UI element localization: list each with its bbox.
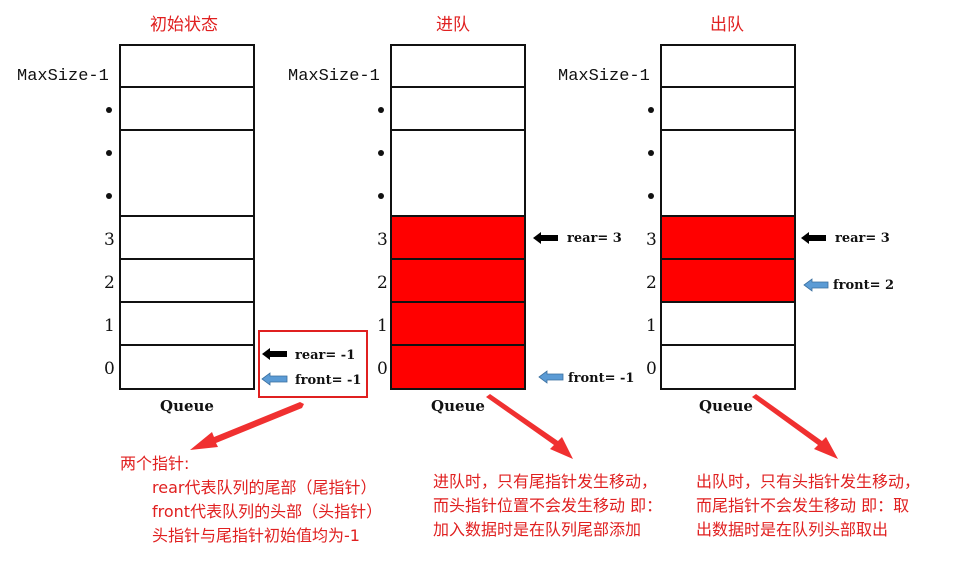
note-dequeue-line1: 出队时，只有头指针发生移动，: [696, 472, 921, 491]
note-dequeue-line2: 而尾指针不会发生移动 即：取: [696, 496, 910, 515]
ellipsis-dot: [648, 150, 654, 156]
front-arrow-icon: [261, 372, 288, 386]
rear-pointer-label: rear= -1: [295, 348, 356, 363]
front-arrow-icon: [803, 278, 829, 292]
queue-stack-dequeue: [660, 44, 796, 390]
slot-label-1: 1: [104, 316, 115, 336]
slot-1: [119, 301, 255, 346]
ellipsis-dot: [378, 150, 384, 156]
rear-arrow-icon: [801, 232, 826, 244]
slot-3: [660, 215, 796, 260]
slot-label-2: 2: [104, 273, 115, 293]
note-enqueue-line1: 进队时，只有尾指针发生移动，: [433, 472, 658, 491]
front-pointer-label: front= -1: [295, 373, 362, 388]
queue-label: Queue: [431, 397, 485, 415]
queue-stack-init: [119, 44, 255, 390]
slot-3: [390, 215, 526, 260]
slot-label-0: 0: [104, 359, 115, 379]
slot-3: [119, 215, 255, 260]
callout-arrow-icon: [190, 402, 304, 450]
note-init-line3: front代表队列的头部（头指针）: [152, 502, 383, 521]
slot-0: [660, 344, 796, 390]
panel-title-init: 初始状态: [150, 15, 218, 35]
note-enqueue-line3: 加入数据时是在队列尾部添加: [433, 520, 642, 539]
slot-1: [390, 301, 526, 346]
rear-pointer-label: rear= 3: [835, 231, 890, 246]
callout-arrow-icon: [486, 394, 573, 459]
slot-label-3: 3: [104, 230, 115, 250]
queue-label: Queue: [160, 397, 214, 415]
rear-arrow-icon: [262, 348, 287, 360]
slot-label-2: 2: [377, 273, 388, 293]
slot-0: [390, 344, 526, 390]
slot-gap-1: [660, 86, 796, 131]
ellipsis-dot: [648, 107, 654, 113]
panel-title-dequeue: 出队: [710, 15, 744, 35]
ellipsis-dot: [106, 150, 112, 156]
slot-label-1: 1: [377, 316, 388, 336]
note-enqueue-line2: 而头指针位置不会发生移动 即：: [433, 496, 663, 515]
ellipsis-dot: [648, 193, 654, 199]
slot-1: [660, 301, 796, 346]
slot-label-max: MaxSize-1: [17, 67, 109, 86]
front-arrow-icon: [538, 370, 564, 384]
slot-label-0: 0: [377, 359, 388, 379]
rear-arrow-icon: [533, 232, 558, 244]
slot-label-max: MaxSize-1: [558, 67, 650, 86]
note-init-line2: rear代表队列的尾部（尾指针）: [152, 478, 377, 497]
note-init-line1: 两个指针:: [120, 454, 190, 473]
queue-label: Queue: [699, 397, 753, 415]
ellipsis-dot: [378, 193, 384, 199]
slot-label-1: 1: [646, 316, 657, 336]
callout-arrow-icon: [752, 394, 838, 459]
ellipsis-dot: [106, 193, 112, 199]
slot-label-0: 0: [646, 359, 657, 379]
front-pointer-label: front= 2: [833, 278, 895, 293]
ellipsis-dot: [106, 107, 112, 113]
note-dequeue-line3: 出数据时是在队列头部取出: [696, 520, 889, 539]
slot-label-3: 3: [646, 230, 657, 250]
ellipsis-dot: [378, 107, 384, 113]
queue-stack-enqueue: [390, 44, 526, 390]
note-init-line4: 头指针与尾指针初始值均为-1: [152, 526, 360, 545]
pointer-highlight-box: [258, 330, 368, 398]
slot-label-max: MaxSize-1: [288, 67, 380, 86]
slot-gap-2: [119, 129, 255, 217]
slot-label-3: 3: [377, 230, 388, 250]
rear-pointer-label: rear= 3: [567, 231, 622, 246]
slot-label-2: 2: [646, 273, 657, 293]
slot-0: [119, 344, 255, 390]
panel-title-enqueue: 进队: [436, 15, 470, 35]
front-pointer-label: front= -1: [568, 371, 635, 386]
